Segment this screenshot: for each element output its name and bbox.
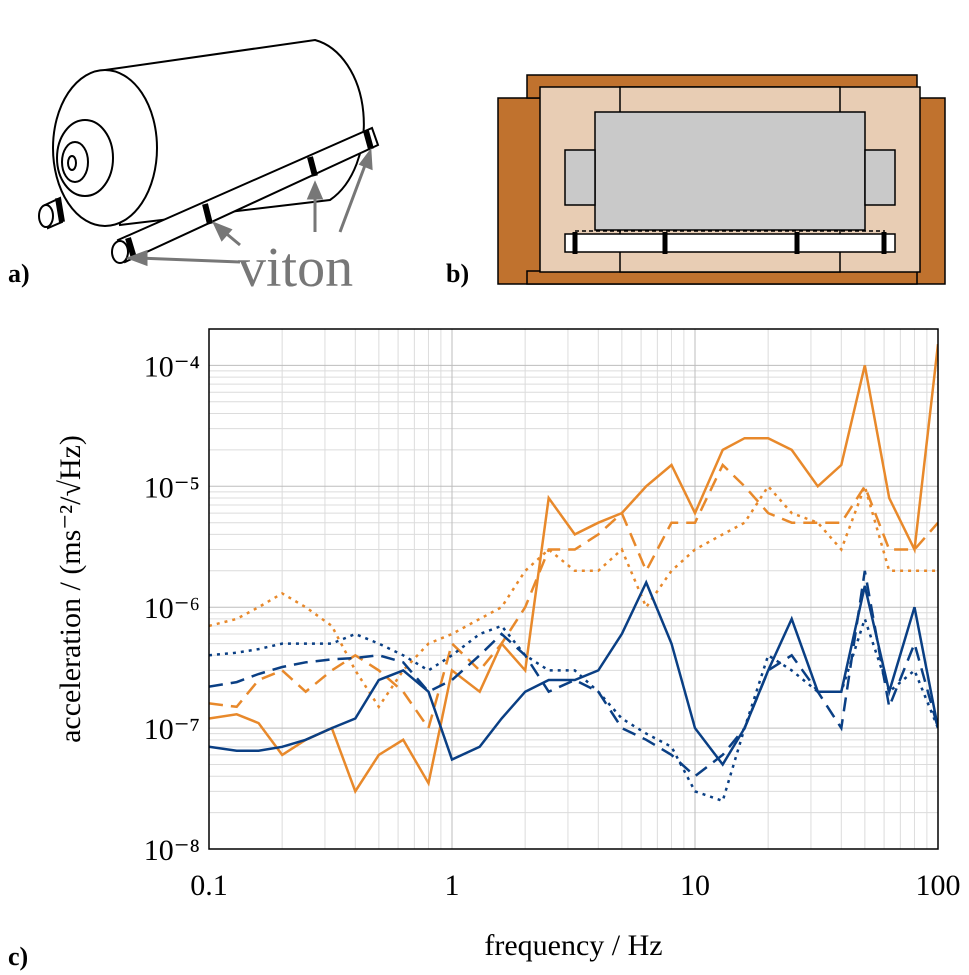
panel-label: c)	[8, 942, 28, 971]
y-tick-label: 10⁻⁷	[144, 713, 200, 746]
y-tick-label: 10⁻⁵	[144, 471, 200, 504]
y-tick-label: 10⁻⁶	[144, 592, 200, 625]
box-drawing	[497, 74, 946, 285]
y-axis-label: acceleration / (ms⁻²/√Hz)	[54, 435, 87, 743]
y-tick-label: 10⁻⁸	[144, 834, 200, 867]
plot: 0.1 1 10 100 10⁻⁸ 10⁻⁷ 10⁻⁶ 10⁻⁵ 10⁻⁴ frequency /…	[54, 328, 961, 962]
panel-label: b)	[446, 259, 469, 288]
series-line	[209, 462, 938, 731]
series-line	[209, 579, 938, 767]
series-line	[209, 570, 938, 778]
x-axis-label: frequency / Hz	[484, 929, 662, 962]
x-tick-label: 10	[680, 869, 710, 902]
plot-frame	[208, 328, 939, 850]
x-tick-label: 0.1	[190, 869, 228, 902]
y-tick-label: 10⁻⁴	[144, 350, 200, 383]
panel-label: a)	[8, 259, 30, 288]
series-line	[209, 482, 938, 710]
cylinder-drawing	[38, 38, 380, 264]
x-tick-label: 100	[916, 869, 961, 902]
x-tick-label: 1	[445, 869, 460, 902]
series-line	[209, 614, 938, 803]
viton-arrows	[125, 147, 373, 267]
annotation: viton	[238, 237, 353, 299]
series-line	[209, 343, 938, 795]
